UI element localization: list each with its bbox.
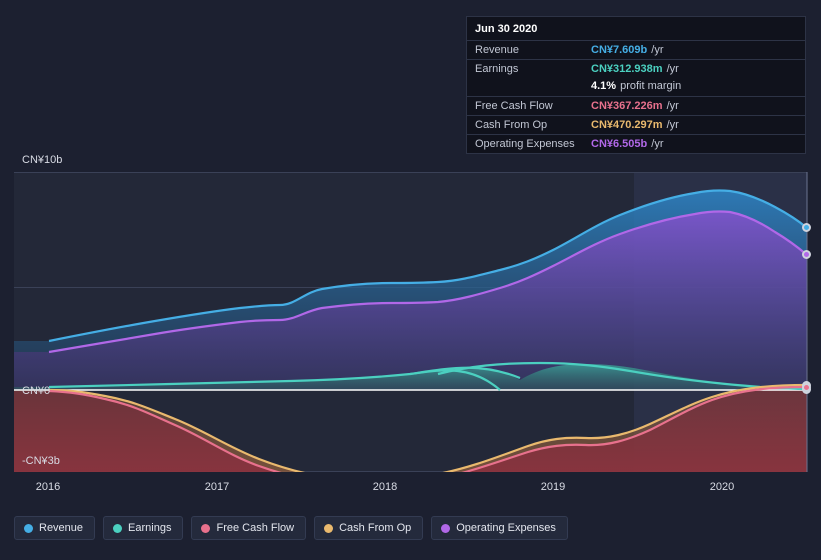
legend-dot-earnings-icon bbox=[113, 523, 123, 533]
tooltip-value-profit-margin: 4.1% bbox=[591, 80, 617, 92]
tooltip-unit-revenue: /yr bbox=[651, 44, 664, 56]
tooltip-value-revenue: CN¥7.609b bbox=[591, 44, 648, 56]
legend-item-revenue[interactable]: Revenue bbox=[14, 516, 96, 540]
x-axis-label-2017: 2017 bbox=[204, 481, 230, 493]
tooltip-row-earnings: Earnings CN¥312.938m /yr bbox=[467, 60, 805, 78]
line-revenue bbox=[48, 189, 807, 343]
tooltip-unit-free-cash-flow: /yr bbox=[666, 100, 679, 112]
x-axis-label-2016: 2016 bbox=[35, 481, 61, 493]
legend-label-revenue: Revenue bbox=[39, 522, 84, 534]
legend-label-cash-from-op: Cash From Op bbox=[339, 522, 412, 534]
plot-area bbox=[14, 172, 811, 472]
area-free-cash-flow bbox=[14, 387, 807, 472]
line-operating-expenses bbox=[48, 210, 807, 354]
chart-canvas bbox=[14, 172, 808, 472]
tooltip-unit-profit-margin: profit margin bbox=[620, 80, 682, 92]
tooltip-value-free-cash-flow: CN¥367.226m bbox=[591, 100, 663, 112]
tooltip-row-free-cash-flow: Free Cash Flow CN¥367.226m /yr bbox=[467, 97, 805, 116]
y-axis-label-top: CN¥10b bbox=[22, 154, 63, 166]
x-axis-label-2020: 2020 bbox=[709, 481, 735, 493]
line-free-cash-flow bbox=[48, 385, 807, 472]
area-operating-expenses bbox=[14, 211, 807, 390]
legend-dot-free-cash-flow-icon bbox=[201, 523, 211, 533]
y-axis-label-bottom: -CN¥3b bbox=[22, 455, 60, 467]
tooltip-spacer bbox=[475, 80, 591, 92]
x-axis-label-2019: 2019 bbox=[540, 481, 566, 493]
tooltip-unit-cash-from-op: /yr bbox=[666, 119, 679, 131]
tooltip-label-cash-from-op: Cash From Op bbox=[475, 119, 548, 131]
tooltip-value-operating-expenses: CN¥6.505b bbox=[591, 138, 648, 150]
x-axis-label-2018: 2018 bbox=[372, 481, 398, 493]
tooltip-label-operating-expenses: Operating Expenses bbox=[475, 138, 575, 150]
legend-label-earnings: Earnings bbox=[128, 522, 172, 534]
tooltip-unit-earnings: /yr bbox=[666, 63, 679, 75]
tooltip-label-revenue: Revenue bbox=[475, 44, 520, 56]
tooltip-row-operating-expenses: Operating Expenses CN¥6.505b /yr bbox=[467, 135, 805, 153]
tooltip-label-free-cash-flow: Free Cash Flow bbox=[475, 100, 553, 112]
endpoint-free-cash-flow bbox=[802, 383, 811, 392]
tooltip-value-earnings: CN¥312.938m bbox=[591, 63, 663, 75]
y-axis-label-zero: CN¥0 bbox=[22, 385, 51, 397]
legend-item-earnings[interactable]: Earnings bbox=[103, 516, 184, 540]
tooltip-date: Jun 30 2020 bbox=[467, 17, 805, 41]
legend-dot-revenue-icon bbox=[24, 523, 33, 533]
endpoint-operating-expenses bbox=[802, 250, 811, 259]
legend-item-operating-expenses[interactable]: Operating Expenses bbox=[431, 516, 568, 540]
tooltip-row-cash-from-op: Cash From Op CN¥470.297m /yr bbox=[467, 116, 805, 135]
tooltip-label-earnings: Earnings bbox=[475, 63, 519, 75]
endpoint-revenue bbox=[802, 223, 811, 232]
chart-legend: Revenue Earnings Free Cash Flow Cash Fro… bbox=[0, 508, 821, 548]
legend-item-free-cash-flow[interactable]: Free Cash Flow bbox=[191, 516, 307, 540]
tooltip-row-revenue: Revenue CN¥7.609b /yr bbox=[467, 41, 805, 60]
legend-dot-cash-from-op-icon bbox=[324, 523, 334, 533]
legend-dot-operating-expenses-icon bbox=[441, 523, 451, 533]
tooltip-row-profit-margin: 4.1% profit margin bbox=[467, 78, 805, 97]
legend-label-free-cash-flow: Free Cash Flow bbox=[216, 522, 295, 534]
legend-label-operating-expenses: Operating Expenses bbox=[456, 522, 556, 534]
data-point-tooltip: Jun 30 2020 Revenue CN¥7.609b /yr Earnin… bbox=[466, 16, 806, 154]
tooltip-unit-operating-expenses: /yr bbox=[651, 138, 664, 150]
tooltip-value-cash-from-op: CN¥470.297m bbox=[591, 119, 663, 131]
legend-item-cash-from-op[interactable]: Cash From Op bbox=[314, 516, 424, 540]
line-cash-from-op bbox=[48, 383, 807, 472]
